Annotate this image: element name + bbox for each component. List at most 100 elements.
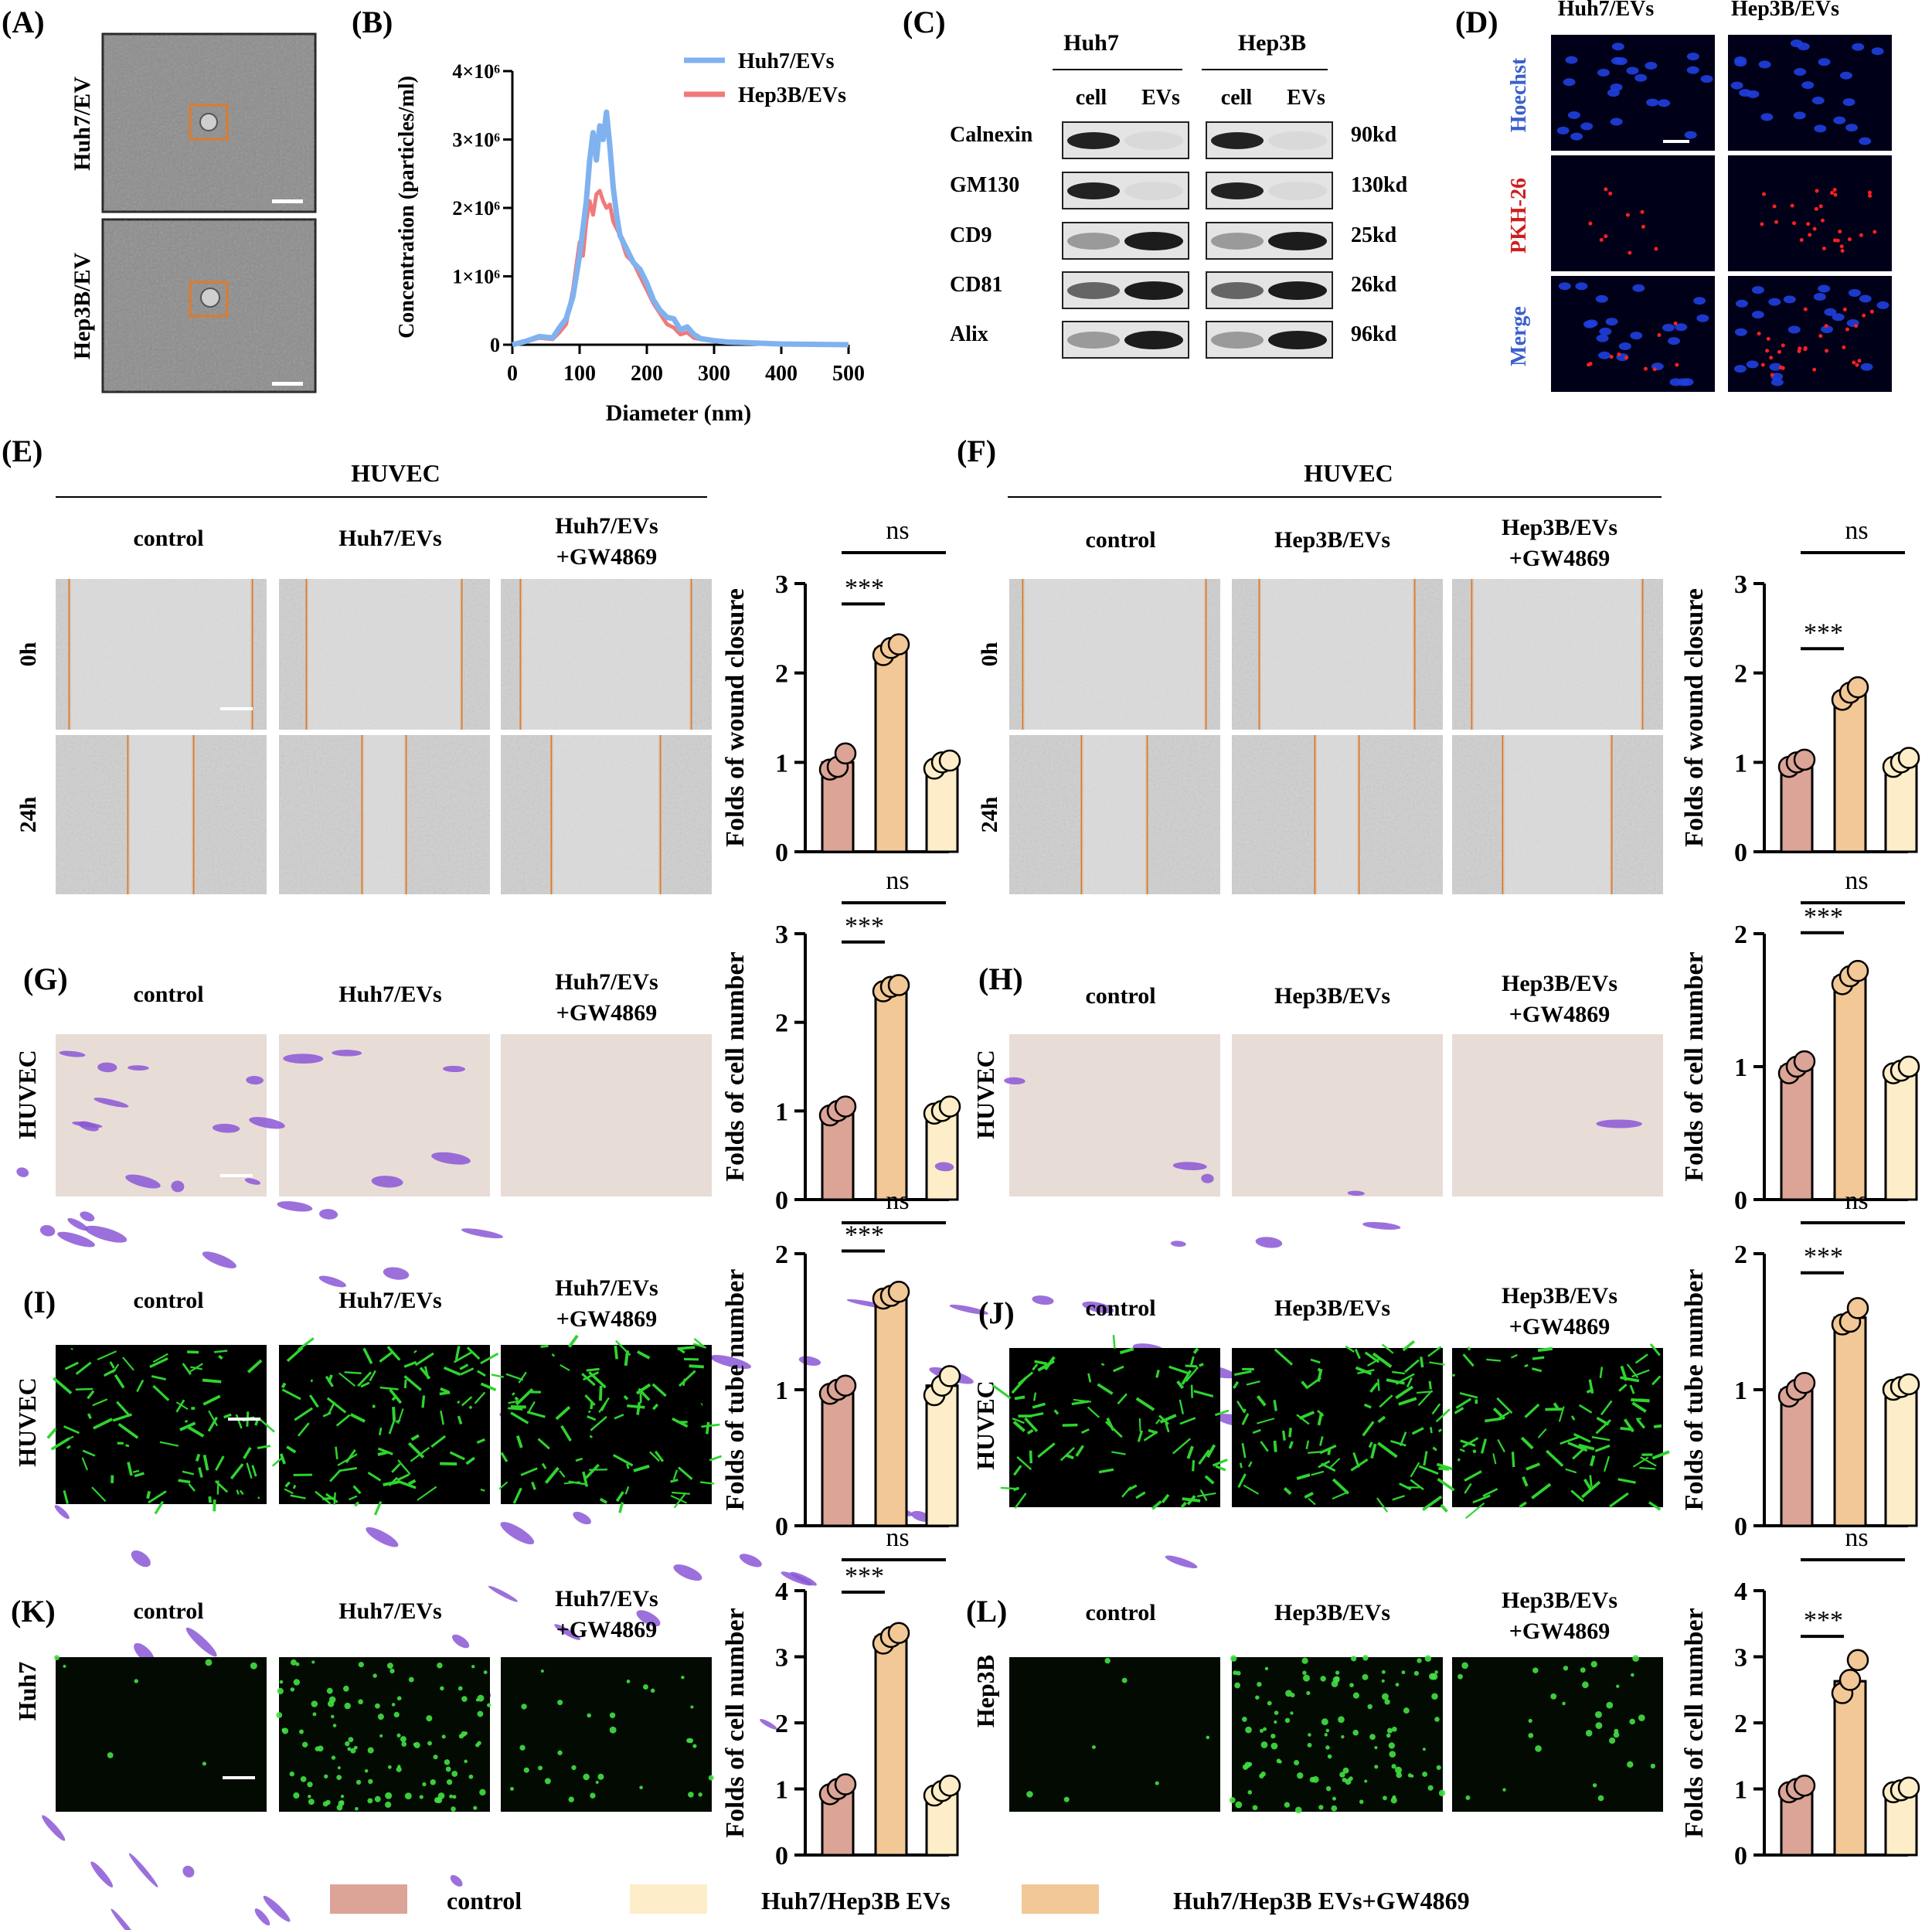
tube <box>1455 1397 1472 1409</box>
cell <box>760 1718 777 1730</box>
y-tick-label: 3 <box>775 1644 788 1673</box>
cell-dot <box>1294 1759 1300 1765</box>
time-label: 0h <box>15 642 41 666</box>
tube <box>589 1435 594 1438</box>
tube <box>91 1486 107 1503</box>
tube <box>1143 1431 1158 1442</box>
tube <box>1653 1424 1662 1428</box>
cell-dot <box>325 1799 331 1806</box>
y-tick-label: 4 <box>1734 1578 1747 1606</box>
blot-frame <box>1062 121 1189 159</box>
cell <box>16 1167 29 1178</box>
condition-label: Huh7/EVs <box>338 1288 441 1313</box>
nucleus <box>1751 311 1764 319</box>
protein-label: CD9 <box>950 223 992 247</box>
tube <box>187 1425 205 1438</box>
y-tick-label: 4 <box>775 1578 788 1606</box>
image-bg <box>56 1657 267 1812</box>
tube <box>1395 1373 1415 1385</box>
cell-dot <box>1332 1796 1336 1801</box>
tube <box>1639 1467 1656 1470</box>
tube <box>1239 1462 1243 1469</box>
pkh-dot <box>1640 209 1645 214</box>
condition-label: Huh7/EVs <box>338 526 441 551</box>
micrograph <box>992 1335 1230 1510</box>
pkh-dot <box>1628 250 1632 255</box>
cell-dot <box>289 1771 294 1777</box>
cell-dot <box>1301 1657 1308 1664</box>
cell <box>171 1180 185 1193</box>
tube <box>182 1363 192 1376</box>
pkh-dot <box>1769 356 1774 360</box>
tube <box>1522 1476 1529 1487</box>
tube <box>1104 1421 1123 1438</box>
pkh-dot <box>1657 333 1662 338</box>
tube <box>286 1346 304 1363</box>
cell <box>1596 1119 1642 1128</box>
pkh-dot <box>1766 336 1770 341</box>
tube <box>1252 1428 1261 1435</box>
cell-dot <box>1383 1796 1387 1801</box>
cell <box>1165 1555 1198 1569</box>
cell <box>59 1050 86 1057</box>
y-tick-label: 1 <box>1734 749 1747 778</box>
tube <box>395 1419 401 1423</box>
tube <box>474 1391 486 1404</box>
blot-box <box>1062 121 1189 159</box>
tube <box>581 1373 596 1387</box>
tube <box>453 1350 474 1363</box>
tube <box>567 1334 579 1348</box>
cell-dot <box>290 1687 295 1692</box>
cell-dot <box>1434 1670 1438 1674</box>
data-point <box>1897 1373 1920 1396</box>
cell-dot <box>1327 1754 1332 1759</box>
image-bg <box>1728 276 1892 392</box>
y-tick-label: 0 <box>1734 1842 1747 1870</box>
tube <box>136 1379 145 1393</box>
nucleus <box>1818 58 1831 66</box>
tube <box>379 1386 399 1390</box>
cell-dot <box>452 1795 457 1799</box>
uptake-row-label: Merge <box>1507 306 1531 366</box>
tube <box>63 1425 80 1435</box>
tube <box>1165 1422 1170 1433</box>
cell <box>949 1304 988 1315</box>
cell-dot <box>427 1741 432 1746</box>
nucleus <box>1794 67 1807 76</box>
cell-dot <box>433 1755 438 1760</box>
cell-dot <box>1386 1733 1391 1738</box>
condition-label: Hep3B/EVs <box>1502 1283 1617 1309</box>
tube <box>1301 1380 1309 1390</box>
cell-dot <box>1616 1684 1620 1688</box>
cell-dot <box>1528 1718 1532 1724</box>
tube <box>1151 1500 1162 1510</box>
data-point <box>834 1374 857 1397</box>
tube <box>187 1350 199 1354</box>
micrograph <box>501 579 712 730</box>
group-label-huh7: Huh7 <box>1063 30 1119 56</box>
tube <box>338 1467 357 1472</box>
x-tick-label: 100 <box>563 362 596 386</box>
tube <box>223 1413 232 1419</box>
cell-dot <box>1255 1695 1260 1700</box>
pkh-dot <box>1760 222 1764 226</box>
micrograph <box>276 1657 492 1812</box>
condition-label: +GW4869 <box>556 1306 657 1332</box>
tube <box>672 1491 690 1495</box>
tube <box>1119 1347 1134 1355</box>
tube <box>1206 1444 1216 1459</box>
band-cell <box>1211 132 1264 149</box>
cell-dot <box>404 1792 412 1800</box>
cell-dot <box>326 1687 333 1694</box>
cell-dot <box>597 1773 604 1780</box>
nucleus <box>1580 122 1594 131</box>
cell-dot <box>1241 1717 1247 1722</box>
tube <box>1366 1357 1382 1367</box>
cell <box>431 1152 471 1165</box>
cell-dot <box>1413 1670 1420 1676</box>
panel-j: (J) control Hep3B/EVs Hep3B/EVs +GW4869 HUVEC… <box>971 1186 1920 1541</box>
tube <box>559 1470 566 1478</box>
blot-box <box>1062 172 1189 209</box>
tube <box>1273 1440 1277 1452</box>
nucleus <box>1596 334 1609 342</box>
